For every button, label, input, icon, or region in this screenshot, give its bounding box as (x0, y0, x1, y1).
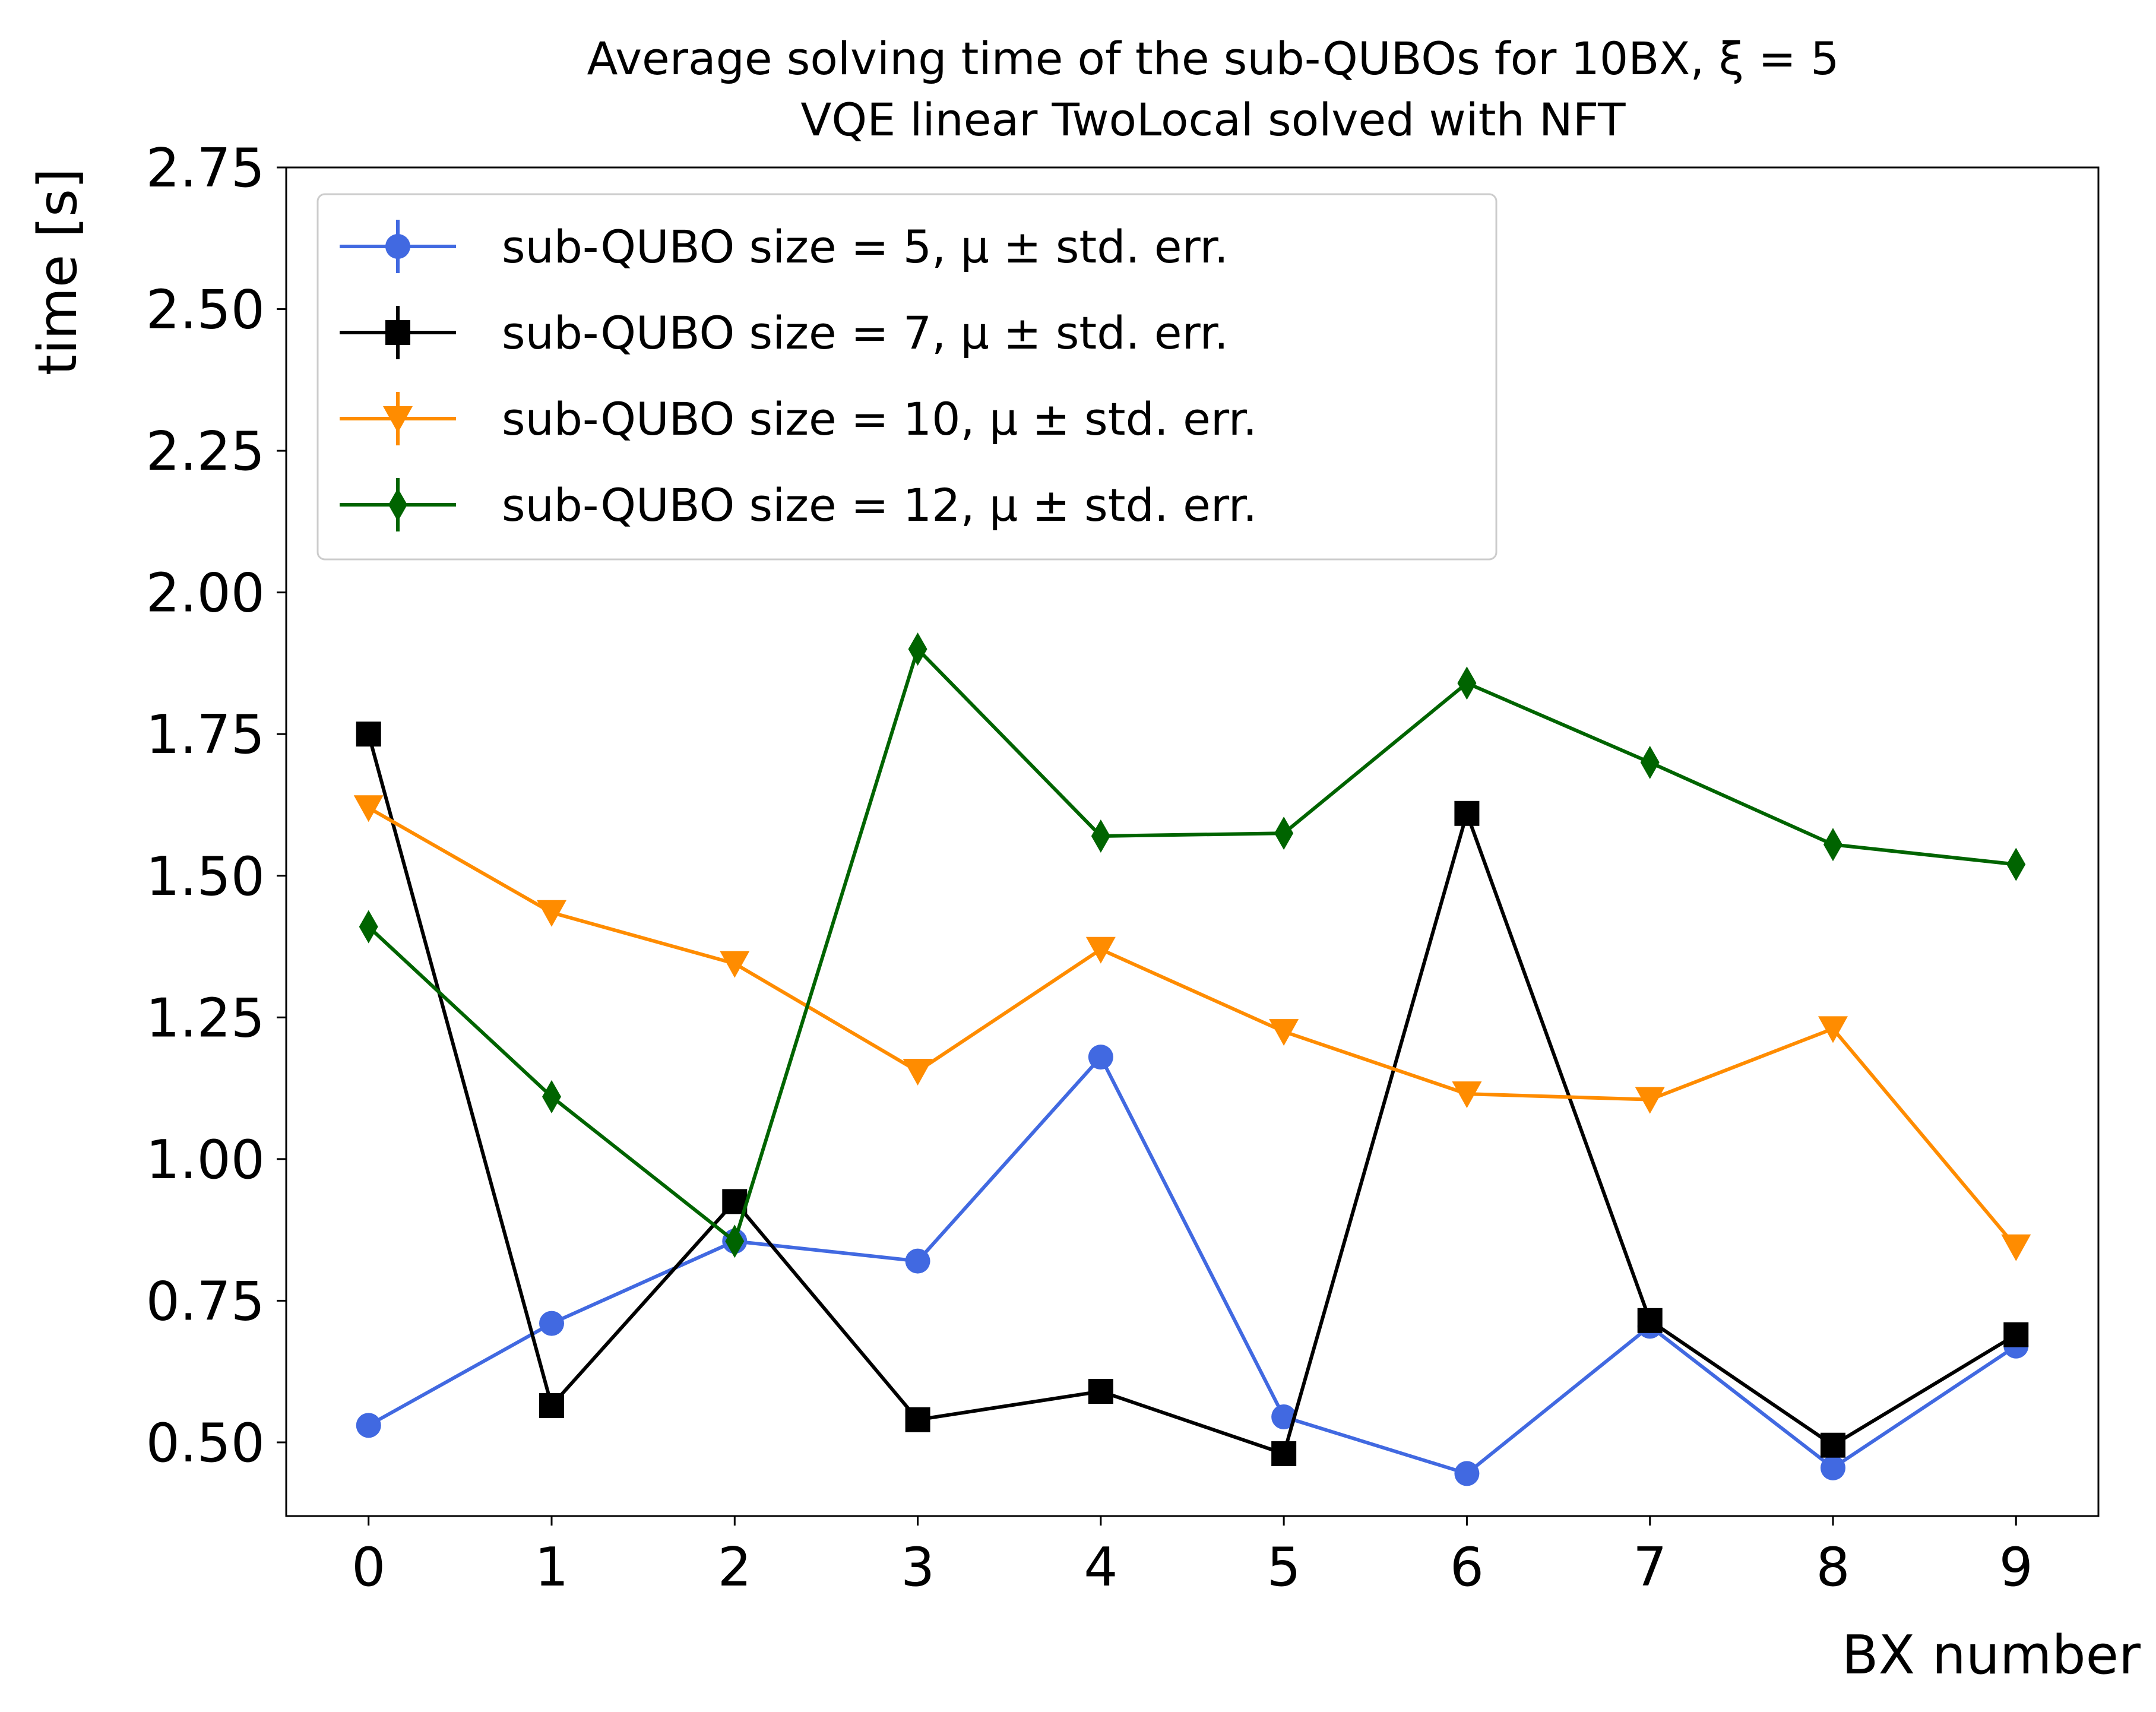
data-point (539, 1311, 565, 1336)
legend-entry: sub-QUBO size = 7, μ ± std. err. (340, 306, 1229, 359)
series-2 (353, 795, 2031, 1261)
data-point (1088, 1379, 1113, 1404)
data-point (905, 1248, 930, 1274)
data-point (1454, 1461, 1480, 1486)
x-tick-label: 2 (718, 1536, 752, 1599)
data-point (537, 900, 567, 927)
data-point (725, 1224, 745, 1258)
x-tick-label: 7 (1633, 1536, 1667, 1599)
y-tick-label: 2.00 (146, 562, 265, 625)
legend-marker (388, 488, 407, 521)
data-point (1085, 936, 1116, 964)
y-tick-label: 1.50 (146, 846, 265, 908)
legend: sub-QUBO size = 5, μ ± std. err. sub-QUBO… (316, 193, 1498, 561)
data-point (1088, 1045, 1113, 1070)
data-point (1452, 1081, 1482, 1109)
series-line (368, 1055, 2017, 1476)
data-point (1269, 1019, 1299, 1046)
axes-layer: 0 1 2 3 4 5 6 7 8 9 0.50 0.75 1.00 1.25 1.50 1.75 2.00 2.… (146, 137, 2100, 1599)
y-tick-label: 2.50 (146, 279, 265, 341)
data-point (1823, 828, 1842, 862)
data-point (353, 795, 384, 822)
x-tick-label: 4 (1084, 1536, 1117, 1599)
data-point (908, 632, 927, 666)
y-tick-label: 2.75 (146, 137, 265, 200)
series-line (368, 806, 2018, 1248)
legend-marker (385, 320, 410, 345)
data-point (1457, 666, 1477, 700)
legend-marker (383, 406, 413, 433)
x-axis-label: BX number (1842, 1624, 2141, 1686)
data-point (1820, 1432, 1845, 1458)
data-point (1274, 817, 1294, 850)
legend-entry: sub-QUBO size = 10, μ ± std. err. (340, 392, 1257, 445)
legend-label: sub-QUBO size = 5, μ ± std. err. (502, 220, 1229, 273)
data-point (2003, 1322, 2029, 1347)
legend-label: sub-QUBO size = 12, μ ± std. err. (502, 479, 1257, 531)
data-point (903, 1058, 933, 1086)
series-1 (356, 721, 2029, 1467)
y-tick-label: 1.75 (146, 704, 265, 766)
data-point (2001, 1234, 2031, 1261)
data-point (1091, 819, 1110, 853)
data-point (1637, 1308, 1663, 1333)
y-axis-label: time [s] (27, 168, 89, 375)
data-point (1818, 1016, 1848, 1043)
legend-box (316, 193, 1498, 561)
data-point (1820, 1455, 1845, 1480)
legend-entry: sub-QUBO size = 12, μ ± std. err. (340, 478, 1257, 531)
data-point (905, 1407, 930, 1432)
x-tick-label: 6 (1450, 1536, 1484, 1599)
y-tick-label: 0.75 (146, 1270, 265, 1333)
series-0 (356, 1045, 2029, 1486)
x-tick-label: 1 (534, 1536, 568, 1599)
data-point (2006, 847, 2026, 881)
x-tick-label: 5 (1267, 1536, 1301, 1599)
data-point (359, 910, 378, 944)
y-tick-label: 0.50 (146, 1412, 265, 1474)
x-tick-label: 8 (1816, 1536, 1850, 1599)
y-tick-label: 2.25 (146, 420, 265, 483)
data-point (542, 1080, 562, 1113)
series-3 (359, 632, 2026, 1258)
series-line (366, 733, 2017, 1456)
data-point (356, 1413, 381, 1438)
chart-title: Average solving time of the sub-QUBOs fo… (587, 32, 1840, 85)
x-tick-label: 9 (1999, 1536, 2033, 1599)
data-point (1454, 800, 1480, 826)
y-tick-label: 1.25 (146, 987, 265, 1049)
y-tick-label: 1.00 (146, 1129, 265, 1191)
legend-label: sub-QUBO size = 7, μ ± std. err. (502, 306, 1229, 359)
data-point (539, 1393, 565, 1418)
data-point (356, 721, 381, 747)
data-point (720, 951, 750, 978)
data-point (1640, 745, 1660, 779)
series-line (367, 647, 2016, 1243)
data-point (1271, 1404, 1297, 1430)
series-layer (353, 632, 2031, 1486)
legend-label: sub-QUBO size = 10, μ ± std. err. (502, 393, 1257, 445)
legend-entry: sub-QUBO size = 5, μ ± std. err. (340, 220, 1229, 273)
plot-frame (285, 166, 2100, 1517)
legend-marker (385, 234, 410, 259)
chart-subtitle: VQE linear TwoLocal solved with NFT (800, 93, 1626, 146)
x-tick-label: 0 (352, 1536, 385, 1599)
x-tick-label: 3 (901, 1536, 935, 1599)
data-point (1635, 1087, 1665, 1114)
data-point (1271, 1441, 1297, 1467)
